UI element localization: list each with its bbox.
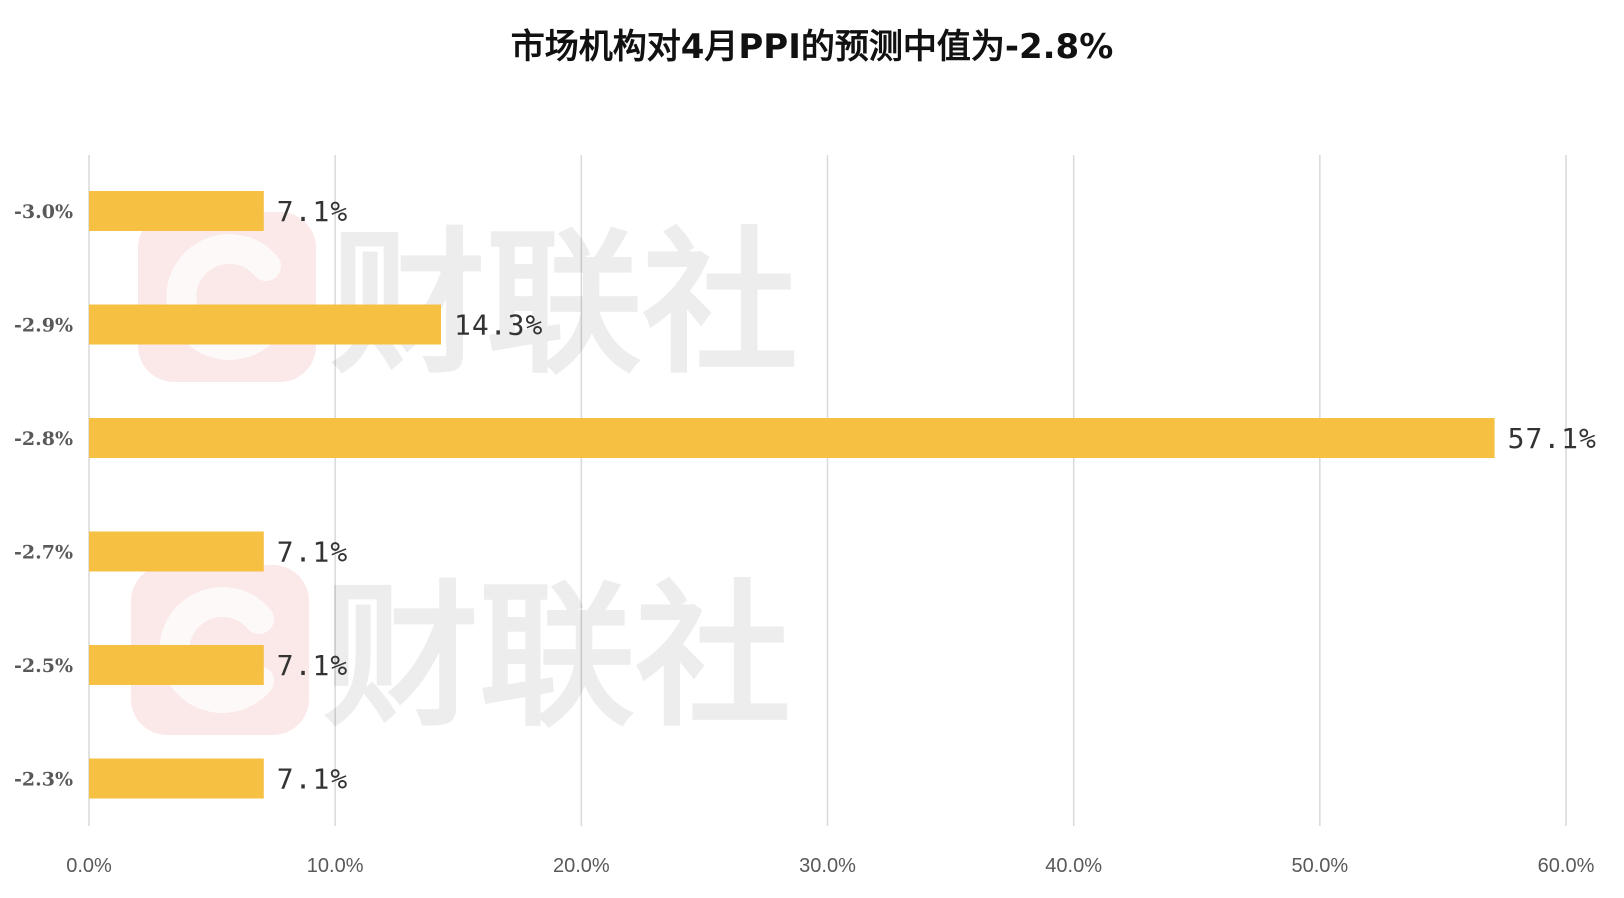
- x-tick-label: 10.0%: [307, 855, 364, 877]
- category-label: -2.8%: [14, 428, 73, 450]
- x-tick-label: 60.0%: [1538, 855, 1595, 877]
- data-label: 57.1%: [1508, 422, 1597, 455]
- bar: [89, 191, 264, 231]
- category-axis: -3.0% -2.9% -2.8% -2.7% -2.5% -2.3%: [14, 201, 73, 791]
- data-label: 14.3%: [454, 309, 543, 342]
- cls-logo-icon: [138, 212, 316, 382]
- data-label: 7.1%: [277, 536, 348, 569]
- watermark-text: 财联社: [330, 213, 798, 395]
- bar: [89, 531, 264, 572]
- logo-c-mark: [166, 234, 281, 360]
- category-label: -3.0%: [14, 201, 73, 223]
- bars: [89, 191, 1495, 799]
- data-label: 7.1%: [277, 195, 348, 228]
- category-label: -2.5%: [14, 655, 73, 677]
- data-label: 7.1%: [277, 763, 348, 796]
- x-tick-label: 30.0%: [799, 855, 856, 877]
- bar: [89, 758, 264, 799]
- data-labels: 7.1% 14.3% 57.1% 7.1% 7.1% 7.1%: [277, 195, 1597, 796]
- chart-title: 市场机构对4月PPI的预测中值为-2.8%: [511, 27, 1114, 67]
- x-tick-label: 50.0%: [1291, 855, 1348, 877]
- category-label: -2.7%: [14, 542, 73, 564]
- gridlines: [88, 155, 1567, 826]
- bar: [89, 645, 264, 685]
- x-tick-label: 20.0%: [553, 855, 610, 877]
- category-label: -2.3%: [14, 769, 73, 791]
- value-axis: 0.0% 10.0% 20.0% 30.0% 40.0% 50.0% 60.0%: [66, 855, 1594, 877]
- bar: [89, 418, 1495, 458]
- bar: [89, 304, 442, 345]
- x-tick-label: 40.0%: [1045, 855, 1102, 877]
- watermark-text: 财联社: [323, 566, 791, 748]
- data-label: 7.1%: [277, 649, 348, 682]
- x-tick-label: 0.0%: [66, 855, 112, 877]
- category-label: -2.9%: [14, 315, 73, 337]
